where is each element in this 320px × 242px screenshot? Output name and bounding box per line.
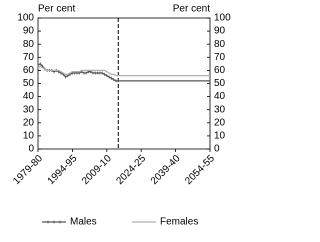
- y2-tick-label: 40: [214, 91, 226, 102]
- chart: Per cent Per cent 0102030405060708090100…: [11, 4, 231, 228]
- series-line: [37, 63, 210, 82]
- y2-tick-label: 10: [214, 131, 226, 142]
- y-tick-label: 30: [23, 104, 35, 115]
- y2-tick-label: 80: [214, 39, 226, 50]
- series-line: [37, 65, 210, 77]
- x-tick-label: 2054-55: [183, 153, 217, 187]
- x-tick-label: 2039-40: [149, 153, 183, 187]
- y2-tick-label: 20: [214, 117, 226, 128]
- y-tick-label: 70: [23, 52, 35, 63]
- x-tick-label: 1994-95: [46, 153, 80, 187]
- plot-frame: [37, 17, 211, 150]
- y-tick-label: 20: [23, 117, 35, 128]
- y2-tick-label: 60: [214, 65, 226, 76]
- y-tick-label: 40: [23, 91, 35, 102]
- y2-tick-label: 90: [214, 26, 226, 37]
- y-tick-label: 100: [17, 13, 34, 24]
- y2-tick-label: 30: [214, 104, 226, 115]
- legend-label: Males: [70, 217, 97, 228]
- legend-label: Females: [160, 217, 198, 228]
- y2-tick-label: 100: [214, 13, 231, 24]
- y-tick-label: 0: [28, 144, 34, 155]
- y2-axis-label: Per cent: [173, 4, 210, 15]
- y-axis-label: Per cent: [38, 4, 75, 15]
- x-tick-label: 2024-25: [114, 153, 148, 187]
- y2-tick-label: 70: [214, 52, 226, 63]
- y-tick-label: 90: [23, 26, 35, 37]
- y-tick-label: 80: [23, 39, 35, 50]
- y-tick-label: 50: [23, 78, 35, 89]
- y2-tick-label: 50: [214, 78, 226, 89]
- x-tick-label: 2009-10: [80, 153, 114, 187]
- y-tick-label: 60: [23, 65, 35, 76]
- y2-tick-label: 0: [214, 144, 220, 155]
- x-tick-label: 1979-80: [11, 153, 45, 187]
- y-tick-label: 10: [23, 131, 35, 142]
